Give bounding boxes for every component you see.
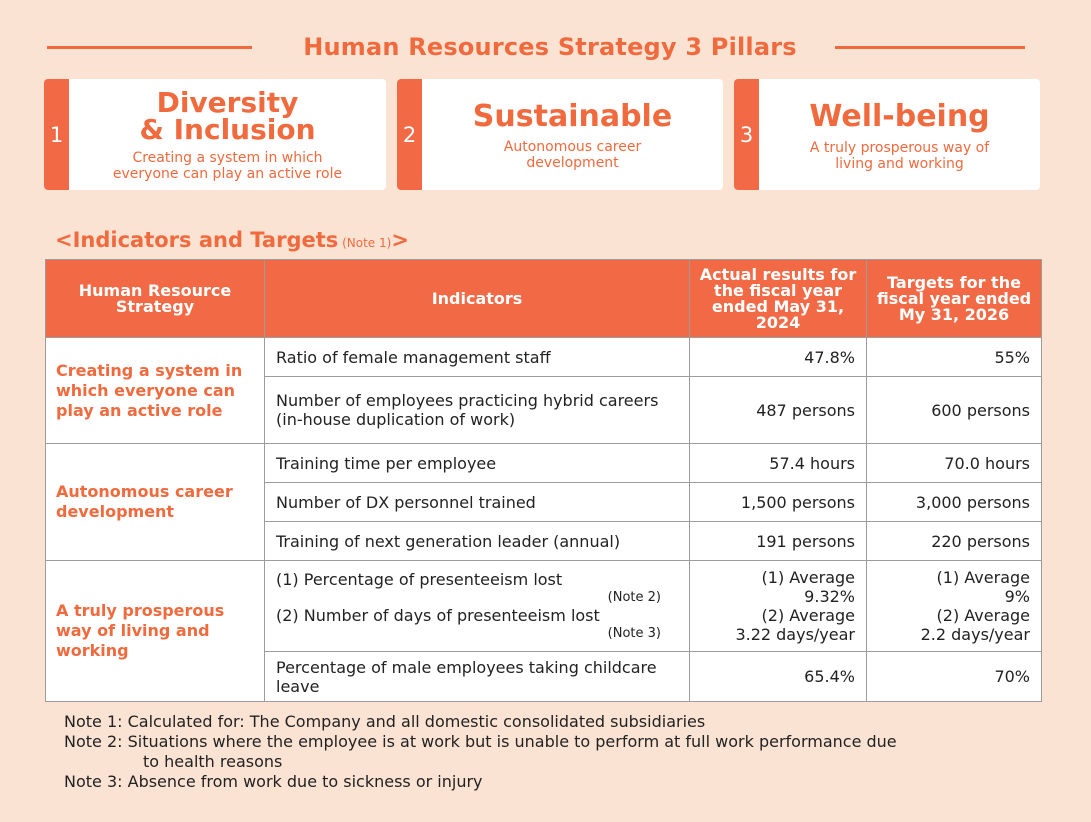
footnote-2: Note 2: Situations where the employee is… bbox=[64, 732, 897, 751]
table-row: Percentage of male employees taking chil… bbox=[46, 651, 1042, 702]
indicator-cell: Number of DX personnel trained bbox=[264, 482, 690, 522]
target-cell: 3,000 persons bbox=[866, 482, 1042, 522]
strategy-cell: Creating a system in which everyone can … bbox=[45, 337, 265, 444]
pillar-title: Sustainable bbox=[472, 99, 673, 134]
target-cell: 70% bbox=[866, 651, 1042, 702]
col-header-targets: Targets for the fiscal year ended My 31,… bbox=[866, 259, 1042, 338]
table-header-row: Human Resource Strategy Indicators Actua… bbox=[45, 259, 1042, 338]
pillar-subtitle: Creating a system in which everyone can … bbox=[112, 150, 343, 182]
table-row: Autonomous career development Training t… bbox=[45, 443, 1042, 561]
target-cell: 55% bbox=[866, 337, 1042, 377]
actual-cell: (1) Average 9.32% (2) Average 3.22 days/… bbox=[689, 560, 867, 652]
table-row: Number of employees practicing hybrid ca… bbox=[46, 376, 1042, 444]
indicator-cell: Training time per employee bbox=[264, 443, 690, 483]
col-header-actual: Actual results for the fiscal year ended… bbox=[689, 259, 867, 338]
actual-cell: 65.4% bbox=[689, 651, 867, 702]
pillar-sustainable: 2 Sustainable Autonomous career developm… bbox=[397, 79, 723, 190]
target-cell: 220 persons bbox=[866, 521, 1042, 561]
footnote-3: Note 3: Absence from work due to sicknes… bbox=[64, 772, 483, 791]
pillar-subtitle: A truly prosperous way of living and wor… bbox=[809, 140, 990, 172]
col-header-indicators: Indicators bbox=[264, 259, 690, 338]
pillar-number: 3 bbox=[734, 79, 759, 190]
indicator-cell: Percentage of male employees taking chil… bbox=[264, 651, 690, 702]
actual-cell: 191 persons bbox=[689, 521, 867, 561]
page-title: Human Resources Strategy 3 Pillars bbox=[303, 33, 797, 61]
actual-cell: 487 persons bbox=[689, 376, 867, 444]
table-row: Number of DX personnel trained 1,500 per… bbox=[46, 482, 1042, 522]
footnotes: Note 1: Calculated for: The Company and … bbox=[64, 712, 897, 792]
actual-cell: 1,500 persons bbox=[689, 482, 867, 522]
indicator-cell: Number of employees practicing hybrid ca… bbox=[264, 376, 690, 444]
pillar-number: 1 bbox=[44, 79, 69, 190]
section-title: <Indicators and Targets (Note 1)> bbox=[55, 228, 409, 252]
indicator-cell: Training of next generation leader (annu… bbox=[264, 521, 690, 561]
indicator-cell-presenteeism: (1) Percentage of presenteeism lost (Not… bbox=[264, 560, 690, 652]
target-cell: (1) Average 9% (2) Average 2.2 days/year bbox=[866, 560, 1042, 652]
strategy-cell: Autonomous career development bbox=[45, 443, 265, 561]
actual-cell: 47.8% bbox=[689, 337, 867, 377]
note-ref: (Note 2) bbox=[607, 590, 661, 605]
actual-cell: 57.4 hours bbox=[689, 443, 867, 483]
table-row: A truly prosperous way of living and wor… bbox=[45, 560, 1042, 702]
target-cell: 600 persons bbox=[866, 376, 1042, 444]
footnote-2-continued: to health reasons bbox=[143, 752, 283, 771]
pillar-subtitle: Autonomous career development bbox=[503, 139, 642, 171]
col-header-strategy: Human Resource Strategy bbox=[45, 259, 265, 338]
note-ref: (Note 3) bbox=[607, 626, 661, 641]
indicator-cell: Ratio of female management staff bbox=[264, 337, 690, 377]
pillar-title: Well-being bbox=[809, 99, 990, 134]
indicators-table: Human Resource Strategy Indicators Actua… bbox=[45, 259, 1042, 702]
pillar-title: Diversity & Inclusion bbox=[139, 86, 316, 146]
pillar-wellbeing: 3 Well-being A truly prosperous way of l… bbox=[734, 79, 1040, 190]
strategy-cell: A truly prosperous way of living and wor… bbox=[45, 560, 265, 702]
table-row: Creating a system in which everyone can … bbox=[45, 337, 1042, 444]
footnote-1: Note 1: Calculated for: The Company and … bbox=[64, 712, 706, 731]
header-rule-right bbox=[835, 46, 1025, 49]
pillar-number: 2 bbox=[397, 79, 422, 190]
pillar-diversity: 1 Diversity & Inclusion Creating a syste… bbox=[44, 79, 386, 190]
header-rule-left bbox=[47, 46, 252, 49]
target-cell: 70.0 hours bbox=[866, 443, 1042, 483]
